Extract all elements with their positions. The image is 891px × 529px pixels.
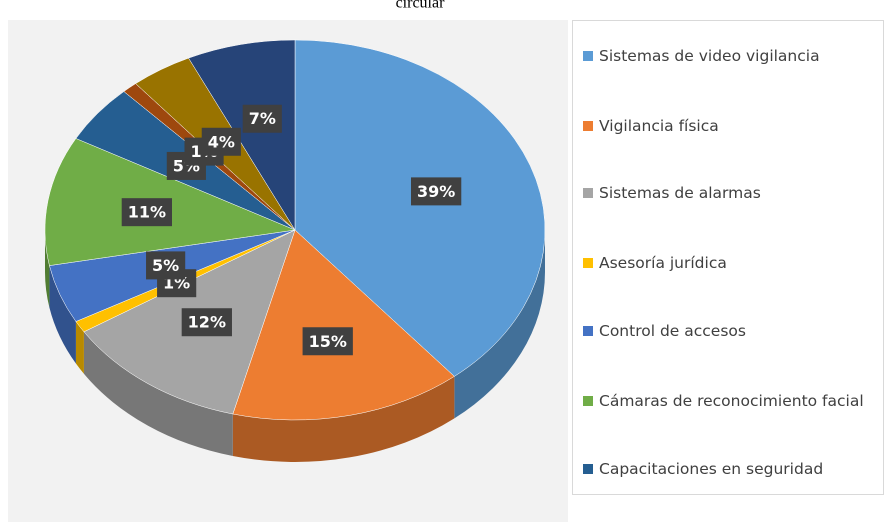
slice <box>188 39 296 231</box>
legend-label: Vigilancia física <box>599 117 719 135</box>
data-label-text: 5% <box>152 256 179 275</box>
data-label-text: 11% <box>128 203 166 222</box>
data-label-box <box>181 308 232 337</box>
legend-label: Asesoría jurídica <box>599 254 727 272</box>
data-label-text: 15% <box>309 332 347 351</box>
data-label: 4% <box>201 127 241 156</box>
slice <box>294 39 546 377</box>
slice-side <box>75 321 84 374</box>
legend-item: Asesoría jurídica <box>583 250 883 276</box>
legend-swatch <box>583 188 593 198</box>
legend-label: Capacitaciones en seguridad <box>599 460 824 478</box>
slice-side <box>49 265 76 364</box>
data-label: 15% <box>302 327 353 356</box>
legend-label: Sistemas de alarmas <box>599 184 761 202</box>
legend-swatch <box>583 51 593 61</box>
legend-swatch <box>583 326 593 336</box>
data-label: 12% <box>181 308 232 337</box>
data-label-text: 39% <box>417 182 455 201</box>
legend-item: Vigilancia física <box>583 113 883 139</box>
data-label: 7% <box>242 104 282 133</box>
data-label: 39% <box>410 177 462 206</box>
legend-swatch <box>583 396 593 406</box>
data-label-box <box>302 327 353 356</box>
legend: Sistemas de video vigilancia Vigilancia f… <box>572 20 884 495</box>
slice-side <box>232 376 455 463</box>
legend-swatch <box>583 464 593 474</box>
legend-item: Capacitaciones en seguridad <box>583 456 883 482</box>
data-label: 11% <box>121 198 172 227</box>
legend-item: Control de accesos <box>583 318 883 344</box>
data-label: 5% <box>146 251 186 280</box>
slice-side <box>454 230 545 419</box>
slice <box>232 229 455 421</box>
data-label-box <box>201 127 241 156</box>
legend-swatch <box>583 121 593 131</box>
data-label-text: 12% <box>188 313 226 332</box>
data-label-box <box>410 177 462 206</box>
legend-item: Sistemas de alarmas <box>583 180 883 206</box>
data-label-box <box>242 104 282 133</box>
legend-label: Control de accesos <box>599 322 746 340</box>
legend-label: Sistemas de video vigilancia <box>599 47 820 65</box>
legend-item: Cámaras de reconocimiento facial <box>583 388 883 414</box>
data-label-box <box>121 198 172 227</box>
slice-side <box>83 331 233 457</box>
data-label-text: 7% <box>249 109 276 128</box>
legend-label: Cámaras de reconocimiento facial <box>599 392 864 410</box>
chart-title: circular <box>396 0 446 12</box>
data-label-box <box>146 251 186 280</box>
legend-item: Sistemas de video vigilancia <box>583 43 883 69</box>
data-label-text: 4% <box>208 132 235 151</box>
legend-swatch <box>583 258 593 268</box>
